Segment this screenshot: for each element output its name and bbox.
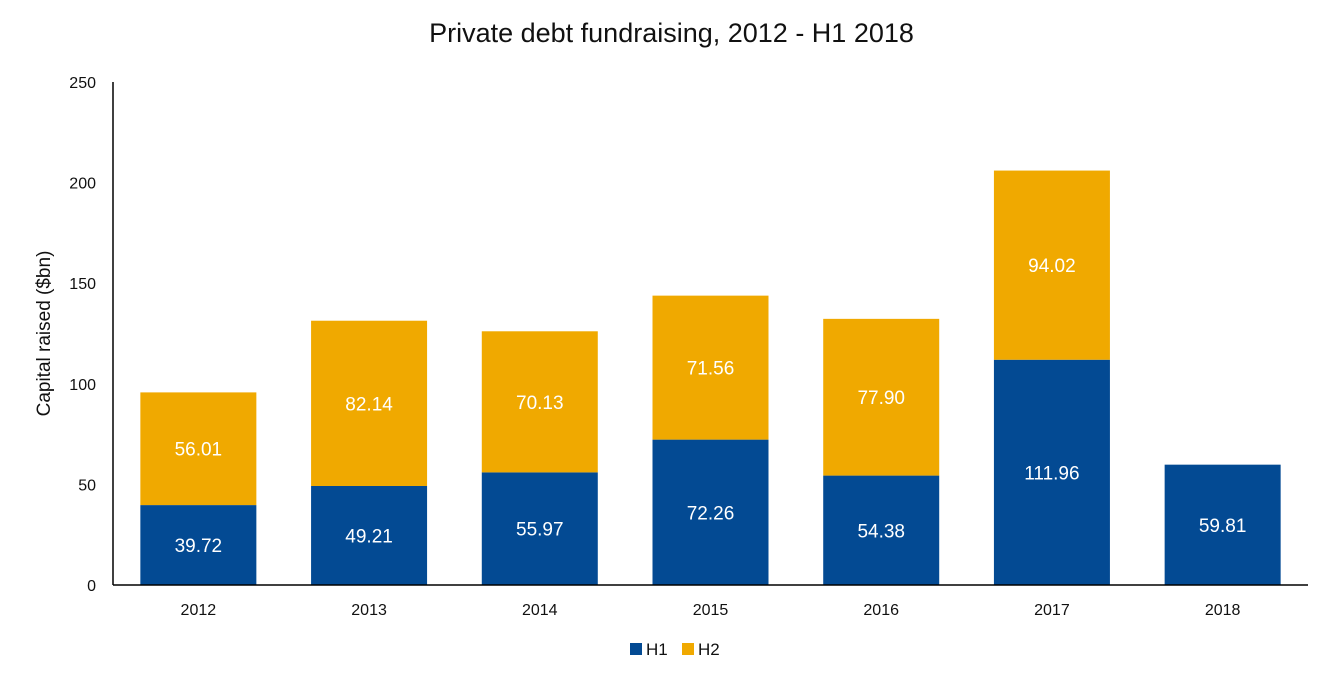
x-tick-label: 2016 <box>863 602 899 619</box>
x-tick-label: 2017 <box>1034 602 1070 619</box>
bar-h1-2018 <box>1164 464 1281 585</box>
data-label-h2-2012: 56.01 <box>175 440 223 461</box>
data-label-h1-2017: 111.96 <box>1024 463 1079 484</box>
y-axis-title: Capital raised ($bn) <box>34 251 55 417</box>
y-tick-label: 150 <box>69 276 96 293</box>
data-label-h2-2013: 82.14 <box>345 394 393 415</box>
y-tick-label: 100 <box>69 377 96 394</box>
y-axis-title-group: Capital raised ($bn) <box>34 251 55 417</box>
data-label-h1-2014: 55.97 <box>516 520 564 541</box>
x-tick-label: 2013 <box>351 602 387 619</box>
bar-h1-2016 <box>823 475 940 585</box>
legend: H1 H2 <box>630 640 720 659</box>
data-label-h1-2012: 39.72 <box>175 536 223 557</box>
data-label-h1-2013: 49.21 <box>345 526 393 547</box>
legend-label-h2: H2 <box>698 640 720 659</box>
x-tick-label: 2014 <box>522 602 558 619</box>
x-axis-ticks: 2012 2013 2014 2015 2016 2017 2018 <box>181 602 1241 619</box>
bar-h1-2017 <box>993 359 1110 585</box>
y-axis-ticks: 0 50 100 150 200 250 <box>69 75 96 595</box>
chart-title: Private debt fundraising, 2012 - H1 2018 <box>429 18 914 48</box>
bars-group <box>140 170 1281 585</box>
data-label-h2-2015: 71.56 <box>687 359 735 380</box>
data-label-h1-2018: 59.81 <box>1199 516 1247 537</box>
data-label-h2-2017: 94.02 <box>1028 256 1076 277</box>
y-tick-label: 200 <box>69 176 96 193</box>
legend-label-h1: H1 <box>646 640 668 659</box>
y-tick-label: 250 <box>69 75 96 92</box>
x-tick-label: 2012 <box>181 602 217 619</box>
data-label-h2-2016: 77.90 <box>857 388 905 409</box>
bar-h2-2015 <box>652 295 769 440</box>
bar-h2-2013 <box>311 320 428 486</box>
bar-h1-2015 <box>652 439 769 585</box>
y-tick-label: 50 <box>78 477 96 494</box>
bar-h1-2012 <box>140 505 257 585</box>
data-label-h2-2014: 70.13 <box>516 393 564 414</box>
value-labels-group: 39.72 56.01 49.21 82.14 55.97 70.13 72.26 71.56… <box>175 256 1247 557</box>
legend-swatch-h2 <box>682 643 694 655</box>
y-tick-label: 0 <box>87 578 96 595</box>
legend-swatch-h1 <box>630 643 642 655</box>
bar-h2-2016 <box>823 318 940 476</box>
bar-h2-2012 <box>140 392 257 506</box>
bar-h2-2014 <box>481 331 598 473</box>
bar-h2-2017 <box>993 170 1110 360</box>
x-tick-label: 2018 <box>1205 602 1241 619</box>
data-label-h1-2015: 72.26 <box>687 503 735 524</box>
x-tick-label: 2015 <box>693 602 729 619</box>
bar-h1-2014 <box>481 472 598 585</box>
bar-h1-2013 <box>311 485 428 585</box>
axes-group <box>112 82 1308 586</box>
data-label-h1-2016: 54.38 <box>857 521 905 542</box>
